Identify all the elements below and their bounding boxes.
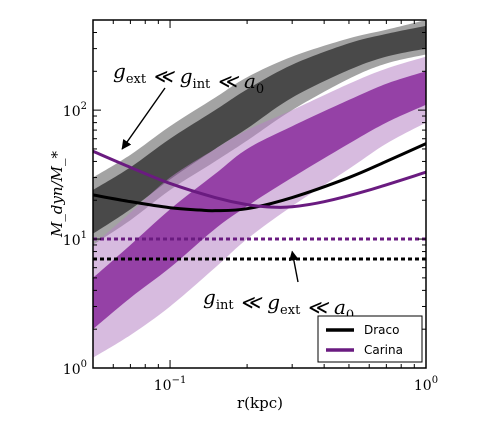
- carina-legend-label: Carina: [364, 343, 403, 357]
- x-tick-label: 10−1: [154, 375, 187, 394]
- svg-text:M_dyn/M_*: M_dyn/M_*: [48, 150, 66, 238]
- draco-legend-label: Draco: [364, 323, 399, 337]
- annotation-arrow: [289, 250, 299, 283]
- carina-inner-band: [93, 71, 426, 330]
- y-tick-label: 102: [63, 101, 87, 120]
- x-tick-label: 100: [414, 375, 438, 394]
- y-axis-label: M_dyn/M_*: [48, 150, 66, 238]
- y-tick-label: 100: [63, 359, 87, 378]
- draco-curve: [93, 142, 426, 213]
- legend-box: [317, 315, 423, 363]
- draco-outer-band: [93, 20, 426, 245]
- annotations: gext ≪ gint ≪ a0 gint ≪ gext ≪ a0: [113, 59, 354, 323]
- ticks: 10−1 100 100 101 102: [63, 19, 438, 394]
- annotation-2: gint ≪ gext ≪ a0: [203, 285, 354, 323]
- plot-frame: [92, 19, 427, 369]
- draco-inner-band: [93, 25, 426, 234]
- legend: Draco Carina: [317, 315, 423, 363]
- carina-curve: [93, 149, 426, 209]
- annotation-1: gext ≪ gint ≪ a0: [113, 59, 264, 97]
- y-tick-label: 101: [63, 230, 87, 249]
- x-axis-label: r(kpc): [237, 394, 283, 412]
- annotation-arrow: [121, 87, 166, 150]
- curves: [93, 142, 426, 261]
